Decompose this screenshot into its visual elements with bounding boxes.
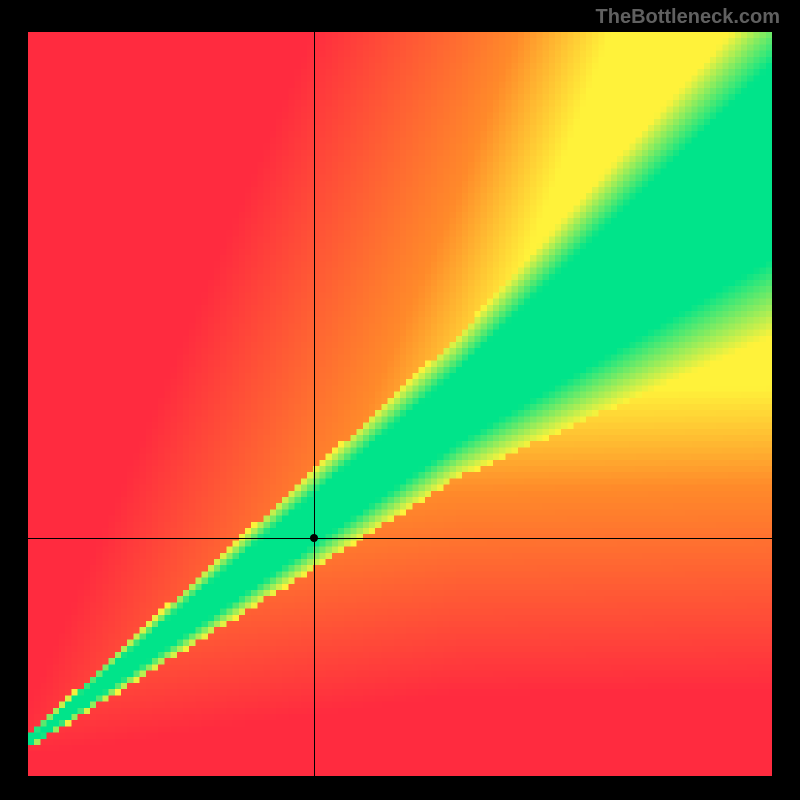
crosshair-dot bbox=[310, 534, 318, 542]
crosshair-horizontal bbox=[28, 538, 772, 539]
heatmap-canvas bbox=[28, 32, 772, 776]
watermark-text: TheBottleneck.com bbox=[596, 6, 780, 29]
chart-container: TheBottleneck.com bbox=[0, 0, 800, 800]
plot-area bbox=[28, 32, 772, 776]
crosshair-vertical bbox=[314, 32, 315, 776]
